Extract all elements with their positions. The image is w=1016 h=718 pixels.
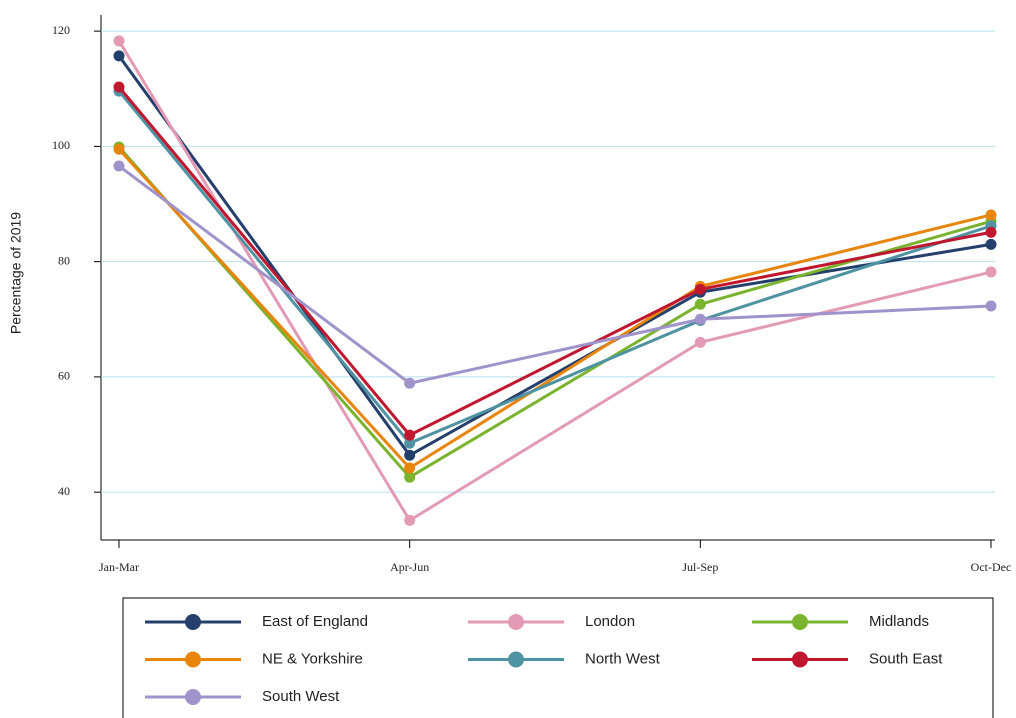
legend-label: London [585,613,635,630]
x-tick-label: Jul-Sep [682,560,718,574]
data-point [113,143,125,155]
legend-label: NE & Yorkshire [262,650,363,667]
data-point [985,238,997,250]
x-tick-label: Oct-Dec [971,560,1012,574]
y-tick-label: 80 [58,253,70,267]
legend-marker [185,689,201,705]
legend-marker [792,651,808,668]
legend-marker [508,614,524,630]
x-tick-label: Apr-Jun [390,560,429,574]
x-tick-label: Jan-Mar [99,560,139,574]
data-point [404,514,416,526]
series-line [118,164,992,385]
y-tick-label: 60 [58,369,70,383]
y-tick-label: 120 [52,23,70,37]
y-tick-label: 100 [52,138,70,152]
data-point [694,283,706,295]
data-point [694,313,706,325]
data-point [404,449,416,461]
legend-marker [185,614,201,630]
data-point [404,377,416,389]
data-point [985,209,997,221]
legend-marker [185,651,201,668]
legend-label: Midlands [869,613,929,630]
data-point [985,266,997,278]
data-point [404,471,416,483]
y-tick-label: 40 [58,484,70,498]
data-point [694,336,706,348]
legend-box [122,597,994,718]
y-axis-label: Percentage of 2019 [8,212,24,334]
legend-marker [508,651,524,668]
legend-label: South West [262,688,340,705]
data-point [113,81,125,93]
data-point [985,226,997,238]
data-point [404,429,416,441]
data-point [113,50,125,62]
data-point [113,35,125,47]
legend-marker [792,614,808,630]
data-point [694,298,706,310]
data-point [985,300,997,312]
legend-label: South East [869,650,943,667]
data-point [113,160,125,172]
series-line [117,55,992,458]
series-line [117,40,992,523]
legend-label: East of England [262,613,368,630]
series-line [117,145,992,480]
data-point [404,462,416,474]
data-point [404,437,416,449]
legend-label: North West [585,650,661,667]
series-line [117,148,992,470]
series-line [117,86,992,437]
series-line [117,90,992,445]
